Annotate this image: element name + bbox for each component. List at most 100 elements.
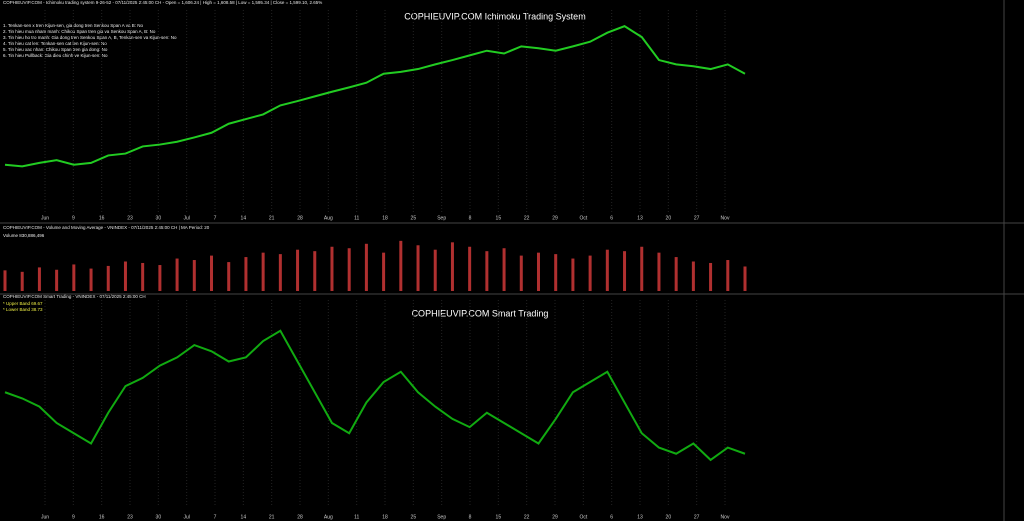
x-tick-label: Sep [437, 215, 446, 221]
x-tick-label: 8 [469, 514, 472, 520]
volume-bar [244, 257, 248, 291]
x-tick-label: 16 [99, 514, 105, 520]
volume-bar [554, 254, 558, 291]
x-tick-label: 15 [496, 215, 502, 221]
volume-bar [210, 255, 214, 291]
x-tick-label: 15 [496, 514, 502, 520]
volume-bar [347, 248, 351, 291]
x-tick-label: 9 [72, 514, 75, 520]
x-tick-label: 6 [610, 215, 613, 221]
x-tick-label: 13 [637, 514, 643, 520]
chart-title: COPHIEUVIP.COM Smart Trading [412, 308, 549, 318]
x-tick-label: 25 [411, 215, 417, 221]
info-line: 3. Tin hieu ho tro manh: Gia dong tren S… [3, 35, 177, 40]
x-tick-label: Jul [183, 215, 189, 221]
info-line: Volume 830,886,496 [3, 233, 45, 238]
volume-bar [175, 258, 179, 291]
volume-bar [691, 261, 695, 291]
volume-bar [364, 243, 368, 291]
x-tick-label: 29 [552, 215, 558, 221]
x-tick-label: 22 [524, 215, 530, 221]
volume-bar [313, 251, 317, 291]
volume-bar [55, 269, 59, 291]
x-tick-label: 21 [269, 215, 275, 221]
x-tick-label: 14 [241, 215, 247, 221]
volume-bar [588, 255, 592, 291]
x-tick-label: Nov [721, 215, 730, 221]
volume-bar [72, 264, 76, 291]
volume-bar [726, 260, 730, 291]
x-tick-label: Sep [437, 514, 446, 520]
info-line: * Lower Band 38.73 [3, 307, 43, 312]
x-tick-label: 29 [552, 514, 558, 520]
x-tick-label: 25 [411, 514, 417, 520]
panel-header: COPHIEUVIP.COM - Ichimoku trading system… [3, 0, 322, 5]
volume-bar [106, 265, 110, 291]
volume-bar [433, 249, 437, 291]
x-tick-label: Jun [41, 215, 49, 221]
x-tick-label: 30 [156, 514, 162, 520]
volume-bar [37, 267, 41, 291]
x-tick-label: Oct [579, 215, 587, 221]
volume-bar [519, 255, 523, 291]
x-tick-label: 8 [469, 215, 472, 221]
x-tick-label: 13 [637, 215, 643, 221]
volume-bar [450, 242, 454, 291]
volume-bar [743, 266, 747, 291]
x-tick-label: Nov [721, 514, 730, 520]
x-tick-label: 18 [382, 514, 388, 520]
x-tick-label: 22 [524, 514, 530, 520]
info-line: 6. Tin hieu Pullback: Gia dieu chinh ve … [3, 53, 108, 58]
x-tick-label: Aug [324, 514, 333, 520]
panel-header: COPHIEUVIP.COM - Volume and Moving Avera… [3, 225, 210, 230]
volume-bar [89, 268, 93, 291]
chart-title: COPHIEUVIP.COM Ichimoku Trading System [404, 11, 585, 21]
panel-header: COPHIEUVIP.COM Smart Trading - VNINDEX -… [3, 294, 146, 299]
info-line: * Upper Band 69.67 [3, 301, 43, 306]
volume-bar [158, 265, 162, 291]
x-tick-label: 30 [156, 215, 162, 221]
volume-bar [192, 260, 196, 291]
volume-bar [296, 249, 300, 291]
volume-bar [141, 262, 145, 291]
volume-bar [709, 262, 713, 291]
x-tick-label: 9 [72, 215, 75, 221]
x-tick-label: 14 [241, 514, 247, 520]
x-tick-label: 27 [694, 514, 700, 520]
volume-bar [536, 252, 540, 291]
x-tick-label: Jun [41, 514, 49, 520]
x-tick-label: 21 [269, 514, 275, 520]
x-tick-label: 27 [694, 215, 700, 221]
x-tick-label: 11 [354, 514, 359, 520]
volume-bar [468, 246, 472, 291]
volume-bar [3, 270, 7, 291]
volume-bar [571, 258, 575, 291]
volume-bar [674, 257, 678, 291]
x-tick-label: 6 [610, 514, 613, 520]
x-tick-label: 23 [127, 514, 133, 520]
x-tick-label: 7 [214, 514, 217, 520]
x-tick-label: Jul [183, 514, 189, 520]
x-tick-label: 7 [214, 215, 217, 221]
x-tick-label: Aug [324, 215, 333, 221]
info-line: 2. Tin hieu mua nham manh: Chikou Span t… [3, 29, 156, 34]
x-tick-label: 28 [297, 215, 303, 221]
x-tick-label: 11 [354, 215, 359, 221]
volume-bar [485, 251, 489, 291]
volume-bar [640, 246, 644, 291]
info-line: 4. Tin hieu cat len: Tenkan-sen cat len … [3, 41, 107, 46]
x-tick-label: 20 [666, 514, 672, 520]
x-tick-label: 28 [297, 514, 303, 520]
volume-bar [605, 249, 609, 291]
volume-bar [382, 252, 386, 291]
x-tick-label: Oct [579, 514, 587, 520]
series-line [4, 25, 746, 168]
volume-bar [399, 240, 403, 291]
x-tick-label: 18 [382, 215, 388, 221]
volume-bar [261, 252, 265, 291]
volume-bar [227, 262, 231, 291]
volume-bar [330, 246, 334, 291]
volume-bar [123, 261, 127, 291]
